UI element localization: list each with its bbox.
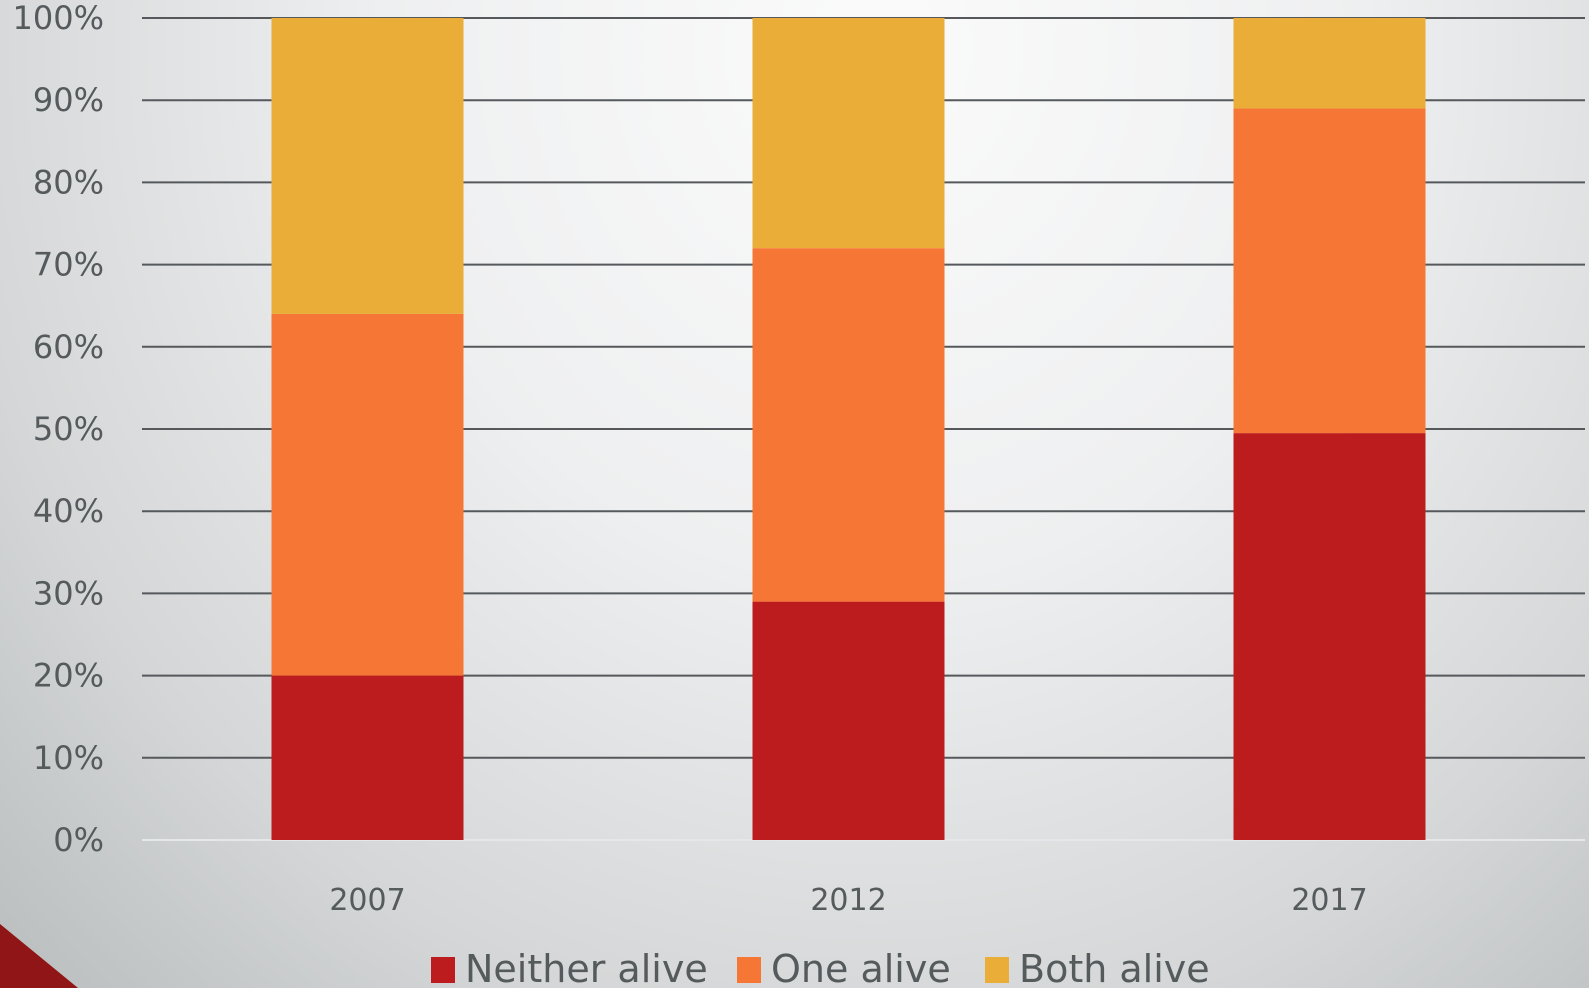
- legend: Neither alive One alive Both alive: [431, 947, 1210, 988]
- x-category-label: 2017: [1291, 883, 1367, 918]
- y-tick-label: 80%: [33, 163, 104, 201]
- x-category-label: 2007: [329, 883, 405, 918]
- corner-decoration: [0, 924, 78, 988]
- bar-segment: [271, 313, 464, 676]
- y-tick-label: 60%: [33, 328, 104, 366]
- bar-segment: [752, 248, 945, 602]
- y-tick-label: 0%: [53, 821, 104, 859]
- bar-segment: [1233, 433, 1426, 840]
- legend-swatch: [985, 957, 1009, 983]
- y-tick-label: 100%: [13, 0, 104, 37]
- legend-swatch: [431, 957, 455, 983]
- y-axis-tick-labels: 0% 10% 20% 30% 40% 50% 60% 70% 80% 90% 100%: [13, 0, 104, 859]
- y-tick-label: 40%: [33, 492, 104, 530]
- bar-segment: [271, 18, 464, 314]
- y-tick-label: 30%: [33, 574, 104, 612]
- x-category-label: 2012: [810, 883, 886, 918]
- legend-label: One alive: [771, 947, 951, 988]
- bar-segment: [1233, 108, 1426, 434]
- y-tick-label: 10%: [33, 739, 104, 777]
- y-tick-label: 50%: [33, 410, 104, 448]
- bar-segment: [1233, 18, 1426, 109]
- legend-swatch: [737, 957, 761, 983]
- x-axis-category-labels: 2007 2012 2017: [329, 883, 1367, 918]
- y-tick-label: 20%: [33, 657, 104, 695]
- y-tick-label: 90%: [33, 81, 104, 119]
- bar-segment: [752, 18, 945, 249]
- y-tick-label: 70%: [33, 246, 104, 284]
- legend-label: Neither alive: [465, 947, 708, 988]
- bar-segment: [752, 601, 945, 840]
- bars: [271, 18, 1426, 840]
- legend-label: Both alive: [1019, 947, 1210, 988]
- bar-segment: [271, 675, 464, 840]
